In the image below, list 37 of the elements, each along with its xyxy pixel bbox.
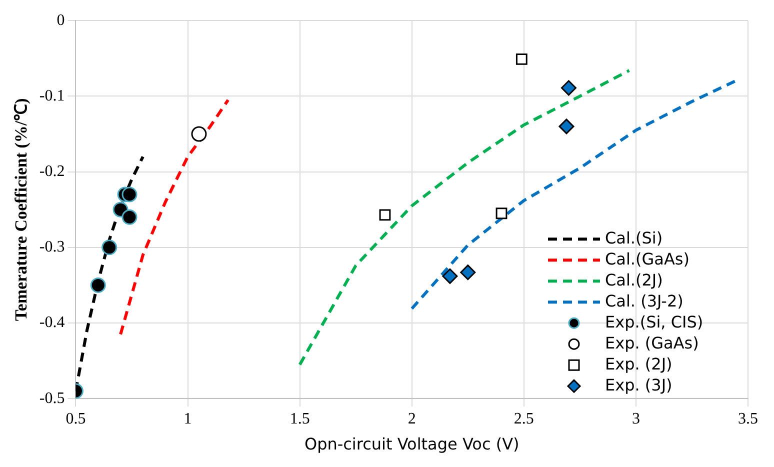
point [558,118,574,134]
x-tick-label: 2.5 [514,410,534,428]
legend-label: Cal.(GaAs) [605,249,690,268]
point [191,126,207,142]
legend-label: Exp.(Si, CIS) [605,312,704,332]
x-tick-label: 2 [408,410,416,428]
y-tick-label: -0.3 [39,238,65,256]
x-tick-label: 3.5 [738,410,758,428]
x-tick-label: 1 [184,410,192,428]
y-tick-label: -0.2 [39,163,65,180]
y-tick-label: 0 [56,12,65,29]
point [496,208,508,220]
line-series [119,98,230,336]
x-tick-label: 3 [632,410,640,428]
legend-label: Exp. (2J) [605,354,672,374]
y-tick-label: -0.5 [39,390,65,407]
legend-label: Cal.(2J) [605,270,663,290]
legend-label: Exp. (3J) [605,375,672,394]
point [516,53,528,65]
point [560,80,576,96]
point [442,268,458,284]
point [122,186,138,202]
x-axis-title: Opn-circuit Voltage Voc (V) [304,434,520,454]
x-tick-label: 0.5 [66,410,86,428]
point [379,209,391,221]
point [460,264,476,280]
point [102,240,118,256]
y-tick-label: -0.1 [39,87,65,104]
legend-label: Cal. (3J-2) [605,291,684,310]
legend-label: Cal.(Si) [605,228,663,248]
point [90,277,106,293]
line-series [410,78,738,310]
y-axis-title: Temerature Coefficient (%/℃) [12,98,31,322]
legend-label: Exp. (GaAs) [605,333,699,352]
y-tick-label: -0.4 [39,314,65,332]
point [122,209,138,225]
x-tick-label: 1.5 [290,410,310,428]
